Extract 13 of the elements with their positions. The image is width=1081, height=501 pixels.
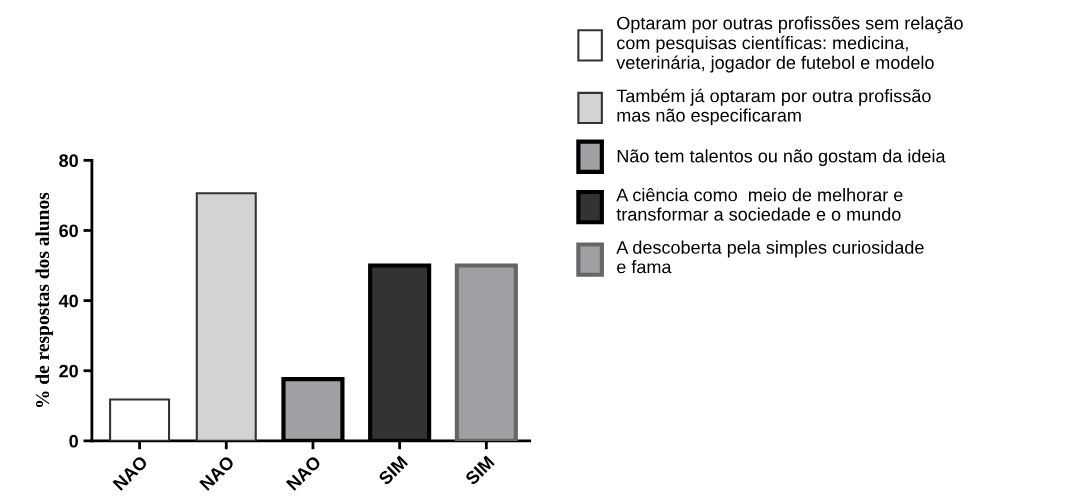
y-axis-title: % de respostas dos alunos bbox=[35, 192, 54, 408]
legend-label: Optaram por outras profissões sem relação com pesquisas científicas: medicina, veterinária, jogador de futebol e modelo bbox=[616, 16, 963, 73]
x-tick-label: SIM bbox=[464, 455, 495, 486]
legend-label: Também já optaram por outra profissão mas não especificaram bbox=[616, 88, 931, 126]
y-tick-label: 80 bbox=[59, 154, 78, 168]
legend-label: Não tem talentos ou não gostam da ideia bbox=[617, 149, 946, 167]
legend-label: A ciência como meio de melhorar e transformar a sociedade e o mundo bbox=[616, 187, 903, 221]
legend-label: A descoberta pela simples curiosidade e fama bbox=[616, 240, 924, 274]
y-tick-label: 0 bbox=[69, 434, 78, 448]
y-tick-label: 20 bbox=[59, 364, 78, 378]
y-tick-label: 40 bbox=[58, 294, 78, 308]
x-tick-label: SIM bbox=[377, 455, 409, 486]
y-tick-label: 60 bbox=[59, 224, 78, 238]
